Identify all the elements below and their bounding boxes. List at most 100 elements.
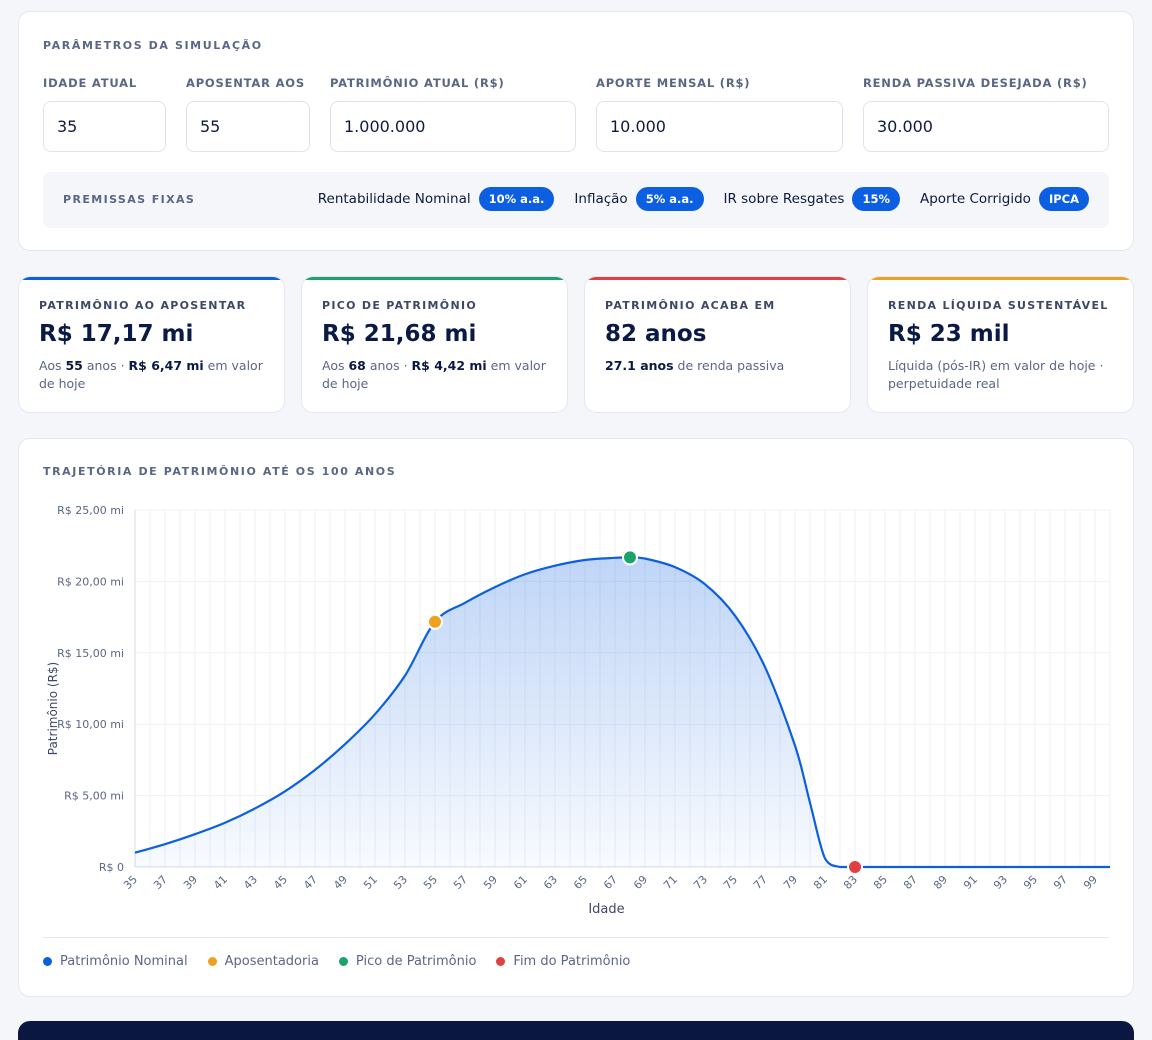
x-tick-label: 93 [991,873,1010,892]
aposentar-aos-input[interactable] [186,101,310,152]
x-tick-label: 49 [331,873,350,892]
x-tick-label: 83 [841,873,860,892]
legend-dot [207,957,217,966]
x-tick-label: 89 [931,873,950,892]
stat-card-renda: RENDA LÍQUIDA SUSTENTÁVEL R$ 23 mil Líqu… [867,276,1134,413]
x-axis-title: Idade [588,902,624,917]
premissas-bar: PREMISSAS FIXAS Rentabilidade Nominal 10… [43,172,1109,228]
y-axis-title: Patrimônio (R$) [46,662,60,756]
x-tick-label: 45 [271,873,290,892]
idade-atual-label: IDADE ATUAL [43,76,137,90]
premissa-text: Inflação [574,191,628,207]
x-tick-label: 63 [541,873,560,892]
x-tick-label: 47 [301,873,320,892]
x-tick-label: 99 [1081,873,1100,892]
legend-divider [43,937,1109,938]
y-tick-label: R$ 15,00 mi [57,647,124,660]
y-tick-label: R$ 0 [99,861,124,874]
legend-item-aposentadoria: Aposentadoria [207,954,319,969]
x-tick-label: 57 [451,873,470,892]
premissa-text: Aporte Corrigido [919,191,1031,207]
x-tick-label: 39 [181,873,200,892]
idade-atual-input[interactable] [43,101,166,152]
legend-dot [496,957,506,966]
marker-fim [847,859,863,875]
stat-value: R$ 17,17 mi [39,321,194,347]
stat-label: PATRIMÔNIO ACABA EM [605,299,776,312]
x-tick-label: 71 [661,873,680,892]
marker-pico [622,549,638,566]
x-tick-label: 75 [721,873,740,892]
premissa-rentabilidade: Rentabilidade Nominal 10% a.a. [318,187,555,211]
renda-passiva-label: RENDA PASSIVA DESEJADA (R$) [863,76,1088,90]
stat-value: R$ 23 mil [888,321,1010,347]
x-tick-label: 65 [571,873,590,892]
x-tick-label: 97 [1051,873,1070,892]
patrimonio-atual-label: PATRIMÔNIO ATUAL (R$) [330,76,505,90]
x-tick-label: 85 [871,873,890,892]
x-tick-label: 59 [481,873,500,892]
x-tick-label: 55 [421,873,440,892]
stat-subtext: Aos 55 anos · R$ 6,47 mi em valor de hoj… [39,358,263,391]
renda-passiva-input[interactable] [863,101,1109,152]
stat-card-acaba: PATRIMÔNIO ACABA EM 82 anos 27.1 anos de… [584,276,851,413]
x-tick-label: 95 [1021,873,1040,892]
premissa-chip: IPCA [1038,187,1089,211]
y-tick-label: R$ 5,00 mi [64,790,124,803]
series-area [135,557,1110,867]
chart-card: TRAJETÓRIA DE PATRIMÔNIO ATÉ OS 100 ANOS… [18,438,1134,997]
stat-value: 82 anos [605,321,707,347]
premissa-chip: 5% a.a. [635,187,704,211]
x-tick-label: 37 [151,873,170,892]
stat-accent-bar [302,277,567,280]
x-tick-label: 79 [781,873,800,892]
x-tick-label: 87 [901,873,920,892]
legend-dot [43,957,52,966]
series-line-patrimonio-nominal [134,556,1110,869]
x-tick-label: 81 [811,873,830,892]
legend-dot [338,957,348,966]
marker-aposentadoria [427,613,443,630]
aporte-mensal-input[interactable] [596,101,843,152]
y-tick-label: R$ 20,00 mi [57,575,124,588]
premissas-label: PREMISSAS FIXAS [63,193,196,206]
x-tick-label: 73 [691,873,710,892]
x-tick-label: 77 [751,873,770,892]
stat-label: PATRIMÔNIO AO APOSENTAR [39,299,247,312]
x-tick-label: 67 [601,873,620,892]
x-tick-label: 43 [241,873,260,892]
premissa-aporte: Aporte Corrigido IPCA [920,187,1089,211]
patrimonio-chart: R$ 0 R$ 5,00 mi R$ 10,00 mi R$ 15,00 mi R$ 2… [46,504,1111,917]
premissa-text: Rentabilidade Nominal [317,191,471,207]
stat-label: RENDA LÍQUIDA SUSTENTÁVEL [888,299,1109,312]
aporte-mensal-label: APORTE MENSAL (R$) [596,76,751,90]
stat-card-aposentar: PATRIMÔNIO AO APOSENTAR R$ 17,17 mi Aos … [18,276,285,413]
x-tick-label: 51 [361,873,380,892]
x-tick-label: 41 [211,873,230,892]
x-tick-label: 35 [121,873,140,892]
premissa-chip: 10% a.a. [478,187,555,211]
x-tick-label: 53 [391,873,410,892]
premissa-ir: IR sobre Resgates 15% [724,187,900,211]
y-tick-label: R$ 25,00 mi [57,504,124,517]
chart-legend: Patrimônio Nominal Aposentadoria Pico de… [43,954,630,969]
legend-item-fim: Fim do Patrimônio [496,954,630,969]
legend-item-nominal: Patrimônio Nominal [43,954,188,969]
params-card: PARÂMETROS DA SIMULAÇÃO IDADE ATUAL APOS… [18,11,1134,251]
x-tick-label: 61 [511,873,530,892]
footer-bar [18,1021,1134,1040]
stat-label: PICO DE PATRIMÔNIO [322,299,478,312]
patrimonio-atual-input[interactable] [330,101,576,152]
stat-card-pico: PICO DE PATRIMÔNIO R$ 21,68 mi Aos 68 an… [301,276,568,413]
x-tick-label: 69 [631,873,650,892]
stat-subtext: Aos 68 anos · R$ 4,42 mi em valor de hoj… [322,358,546,391]
premissa-inflacao: Inflação 5% a.a. [574,187,704,211]
premissas-list: Rentabilidade Nominal 10% a.a. Inflação … [318,187,1089,211]
params-title: PARÂMETROS DA SIMULAÇÃO [43,39,263,52]
legend-item-pico: Pico de Patrimônio [338,954,476,969]
stat-accent-bar [868,277,1133,280]
stat-subtext: 27.1 anos de renda passiva [605,358,785,373]
y-tick-label: R$ 10,00 mi [57,718,124,731]
stat-value: R$ 21,68 mi [322,321,477,347]
stat-subtext: Líquida (pós-IR) em valor de hoje · perp… [888,358,1104,391]
